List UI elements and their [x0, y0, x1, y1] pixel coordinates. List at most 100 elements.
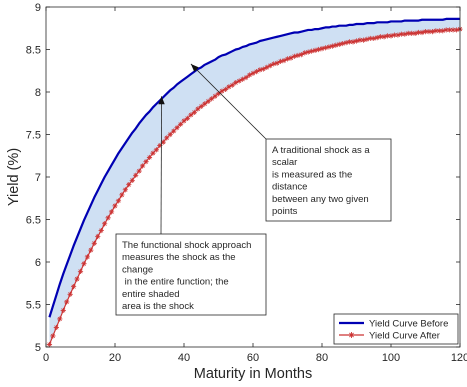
data-point: [243, 74, 249, 81]
markers-layer: [46, 26, 463, 348]
data-point: [450, 27, 456, 33]
data-point: [360, 37, 366, 43]
x-axis-label: Maturity in Months: [194, 366, 312, 382]
data-point: [119, 192, 125, 198]
data-point: [253, 69, 260, 75]
data-point: [198, 103, 204, 110]
data-point: [426, 29, 432, 35]
data-point: [271, 61, 277, 67]
annotation-text-line: between any two given: [272, 194, 369, 205]
data-point: [395, 32, 401, 38]
data-point: [443, 27, 449, 33]
data-point: [319, 46, 325, 52]
annotation-arrowhead: [190, 63, 199, 72]
data-point: [236, 78, 242, 84]
data-point: [381, 34, 387, 40]
data-point: [246, 72, 253, 78]
data-point: [67, 291, 73, 297]
data-point: [419, 29, 425, 36]
data-point: [315, 46, 322, 53]
data-point: [302, 50, 308, 56]
data-point: [260, 66, 266, 72]
data-point: [77, 268, 84, 274]
data-point: [153, 147, 159, 153]
data-point: [98, 227, 104, 234]
annotation-text: A traditional shock as a scalar is measure…: [272, 145, 370, 217]
y-tick-label: 6: [35, 257, 41, 269]
data-point: [88, 247, 94, 253]
x-tick-label: 100: [382, 352, 400, 364]
y-tick-label: 5: [35, 342, 41, 354]
data-point: [284, 56, 291, 62]
data-point: [226, 84, 232, 90]
annotation-text-line: in the entire function; the: [122, 277, 229, 288]
annotation-text-line: The functional shock approach: [122, 240, 251, 251]
data-point: [105, 215, 111, 221]
y-tick-label: 8.5: [26, 45, 41, 57]
data-point: [305, 49, 311, 55]
y-tick-label: 5.5: [26, 300, 41, 312]
data-point: [91, 240, 97, 246]
data-point: [102, 221, 108, 227]
data-point: [202, 101, 208, 107]
data-point: [71, 284, 77, 290]
data-point: [81, 261, 87, 267]
annotation-text-line: A traditional shock as a: [272, 145, 370, 156]
annotation-arrowhead: [158, 96, 165, 105]
x-tick-label: 80: [316, 352, 328, 364]
data-point: [50, 333, 56, 339]
data-point: [84, 254, 90, 260]
legend-label: Yield Curve Before: [369, 319, 448, 330]
data-point: [436, 28, 442, 34]
data-point: [336, 41, 342, 47]
data-point: [329, 43, 335, 49]
data-point: [291, 53, 297, 59]
x-tick-label: 60: [247, 352, 259, 364]
y-tick-label: 6.5: [26, 215, 41, 227]
axes-layer: 0 20 40 60 80 100 120 5 5.5 6 6.5 7 7.5 8 8.5 9: [26, 2, 467, 364]
data-point: [140, 163, 146, 169]
data-point: [150, 150, 156, 156]
data-point: [453, 27, 460, 33]
data-point: [409, 30, 415, 36]
data-point: [357, 37, 363, 43]
data-point: [57, 316, 63, 322]
x-tick-label: 20: [109, 352, 121, 364]
annotation-2: The functional shock approach measures th…: [115, 96, 267, 316]
data-point: [184, 115, 191, 121]
annotation-arrow-line: [160, 96, 162, 235]
data-point: [191, 109, 197, 115]
data-point: [371, 35, 377, 42]
data-point: [181, 118, 187, 124]
data-point: [164, 135, 170, 141]
data-point: [447, 27, 453, 33]
data-point: [108, 209, 115, 215]
data-point: [60, 307, 66, 314]
data-point: [298, 52, 304, 58]
data-point: [95, 233, 101, 240]
data-point: [229, 82, 235, 88]
data-point: [347, 39, 353, 45]
data-point: [115, 198, 122, 204]
data-point: [391, 32, 398, 38]
legend-label: Yield Curve After: [369, 331, 440, 342]
legend-box: [333, 313, 459, 345]
annotation-text-line: area is the shock: [122, 301, 194, 312]
data-point: [64, 299, 70, 305]
data-point: [146, 154, 153, 161]
data-point: [188, 112, 194, 118]
data-point: [378, 34, 384, 40]
annotation-text-line: distance: [272, 182, 307, 193]
annotation-text-line: measures the shock as the: [122, 252, 236, 263]
data-point: [136, 168, 142, 174]
annotation-box: [265, 138, 392, 222]
annotation-text-line: points: [272, 206, 298, 217]
data-point: [133, 172, 139, 178]
data-point: [240, 76, 246, 82]
data-point: [288, 55, 294, 61]
data-point: [322, 45, 329, 51]
annotation-arrow-line: [190, 63, 267, 140]
data-point: [267, 63, 273, 69]
data-point: [384, 33, 391, 39]
